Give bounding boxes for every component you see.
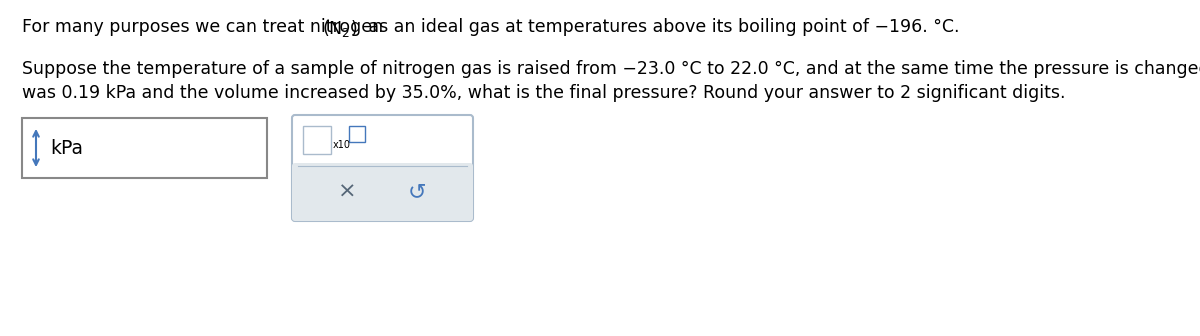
FancyBboxPatch shape — [292, 115, 473, 221]
Text: Suppose the temperature of a sample of nitrogen gas is raised from −23.0 °C to 2: Suppose the temperature of a sample of n… — [22, 60, 1200, 78]
Text: ↺: ↺ — [408, 182, 427, 202]
Text: as an ideal gas at temperatures above its boiling point of −196. °C.: as an ideal gas at temperatures above it… — [364, 18, 960, 36]
FancyBboxPatch shape — [296, 166, 469, 172]
FancyBboxPatch shape — [302, 126, 331, 154]
Text: $\left(\mathrm{N_2}\right)$: $\left(\mathrm{N_2}\right)$ — [322, 18, 358, 39]
FancyBboxPatch shape — [349, 126, 365, 142]
Text: For many purposes we can treat nitrogen: For many purposes we can treat nitrogen — [22, 18, 389, 36]
FancyBboxPatch shape — [292, 163, 473, 221]
Text: kPa: kPa — [50, 138, 83, 158]
Text: ×: × — [338, 182, 356, 202]
FancyBboxPatch shape — [22, 118, 266, 178]
Text: was 0.19 kPa and the volume increased by 35.0%, what is the final pressure? Roun: was 0.19 kPa and the volume increased by… — [22, 84, 1066, 102]
Text: x10: x10 — [334, 140, 352, 150]
